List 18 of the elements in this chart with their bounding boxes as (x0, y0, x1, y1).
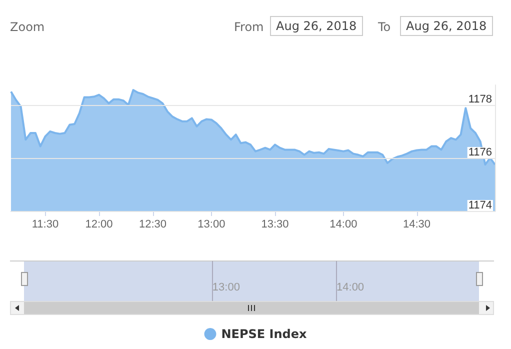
x-tick-label: 13:00 (198, 218, 226, 230)
x-tick-label: 13:30 (261, 218, 289, 230)
category-label: 13:00 (212, 282, 240, 294)
x-tick-label: 14:00 (330, 218, 358, 230)
x-tick-label: 11:30 (32, 218, 59, 230)
x-tick-label: 14:30 (403, 218, 431, 230)
y-tick-label: 1178 (468, 93, 492, 106)
text: To (378, 20, 391, 34)
category-label: 14:00 (336, 282, 364, 294)
y-tick-label: 1174 (468, 200, 492, 212)
x-tick-label: 12:00 (85, 218, 113, 230)
text: Zoom (10, 20, 45, 34)
text: From (234, 20, 264, 34)
x-tick-label: 12:30 (139, 218, 167, 230)
y-tick-label: 1176 (468, 146, 492, 158)
text: Aug 26, 2018 (400, 16, 493, 36)
legend-label: NEPSE Index (221, 327, 308, 341)
text: Aug 26, 2018 (270, 16, 363, 36)
